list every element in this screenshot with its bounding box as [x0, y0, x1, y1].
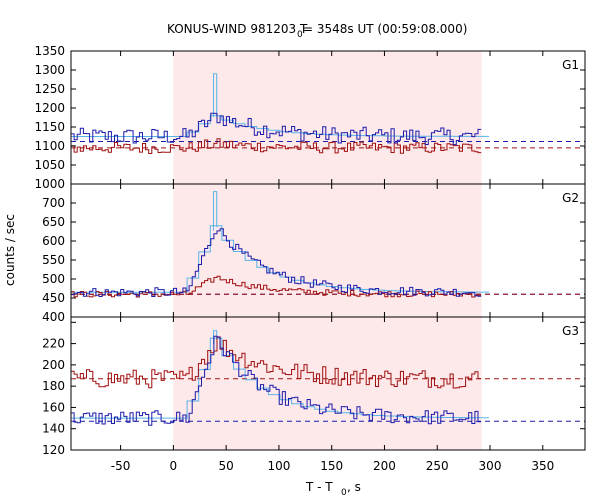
- y-tick-label: 1000: [34, 177, 65, 191]
- y-tick-label: 1300: [34, 63, 65, 77]
- x-label-main: T - T: [305, 480, 333, 494]
- y-tick-label: 550: [42, 253, 65, 267]
- x-tick-label: 0: [170, 459, 178, 473]
- x-tick-labels: -50 0 50 100 150 200 250 300 350: [111, 459, 554, 473]
- x-label-subscript: 0: [341, 488, 347, 498]
- x-tick-label: 150: [320, 459, 343, 473]
- y-tick-label: 1250: [34, 82, 65, 96]
- x-axis-label: T - T 0 , s: [305, 480, 361, 498]
- title-subscript: 0: [297, 30, 303, 40]
- blue-series-line: [71, 335, 482, 426]
- y-tick-label: 600: [42, 234, 65, 248]
- y-tick-label: 120: [42, 443, 65, 457]
- y-tick-label: 1200: [34, 101, 65, 115]
- light-blue-spike: [213, 191, 218, 231]
- y-tick-label: 1350: [34, 44, 65, 58]
- y-tick-label: 160: [42, 400, 65, 414]
- shaded-interval: [173, 51, 482, 184]
- y-tick-label: 220: [42, 337, 65, 351]
- x-tick-label: 200: [373, 459, 396, 473]
- red-series-line: [71, 138, 482, 154]
- panel-g3: 120 140 160 180 200 220 G3: [42, 316, 586, 457]
- panel-label: G3: [562, 324, 579, 338]
- y-tick-label: 700: [42, 196, 65, 210]
- title-main: KONUS-WIND 981203 T: [167, 22, 308, 36]
- x-tick-label: -50: [111, 459, 131, 473]
- light-blue-curve: [71, 225, 489, 293]
- y-tick-label: 1100: [34, 139, 65, 153]
- x-tick-label: 50: [219, 459, 234, 473]
- y-tick-label: 500: [42, 272, 65, 286]
- x-tick-label: 250: [426, 459, 449, 473]
- y-tick-label: 200: [42, 358, 65, 372]
- light-blue-spike: [213, 73, 218, 118]
- y-tick-label: 1050: [34, 158, 65, 172]
- y-tick-label: 1150: [34, 120, 65, 134]
- y-tick-label: 140: [42, 422, 65, 436]
- panel-label: G1: [562, 58, 579, 72]
- x-tick-label: 300: [479, 459, 502, 473]
- blue-series-line: [71, 112, 482, 146]
- shaded-interval: [173, 184, 482, 317]
- panel-label: G2: [562, 191, 579, 205]
- panel-frame: [70, 316, 586, 451]
- y-tick-label: 400: [42, 310, 65, 324]
- blue-series-line: [71, 228, 482, 297]
- panel-g2: 400 450 500 550 600 650 700 G2: [42, 183, 586, 324]
- y-tick-label: 450: [42, 291, 65, 305]
- panel-g1: 1000 1050 1100 1150 1200 1250 1300 1350 G1: [34, 44, 586, 191]
- y-tick-label: 180: [42, 379, 65, 393]
- x-tick-label: 350: [531, 459, 554, 473]
- title-rest: = 3548s UT (00:59:08.000): [303, 22, 467, 36]
- x-tick-label: 100: [267, 459, 290, 473]
- red-series-line: [71, 336, 482, 389]
- x-label-rest: , s: [347, 480, 361, 494]
- y-axis-label: counts / sec: [3, 214, 17, 286]
- y-tick-label: 650: [42, 215, 65, 229]
- chart-title: KONUS-WIND 981203 T 0 = 3548s UT (00:59:…: [167, 22, 467, 40]
